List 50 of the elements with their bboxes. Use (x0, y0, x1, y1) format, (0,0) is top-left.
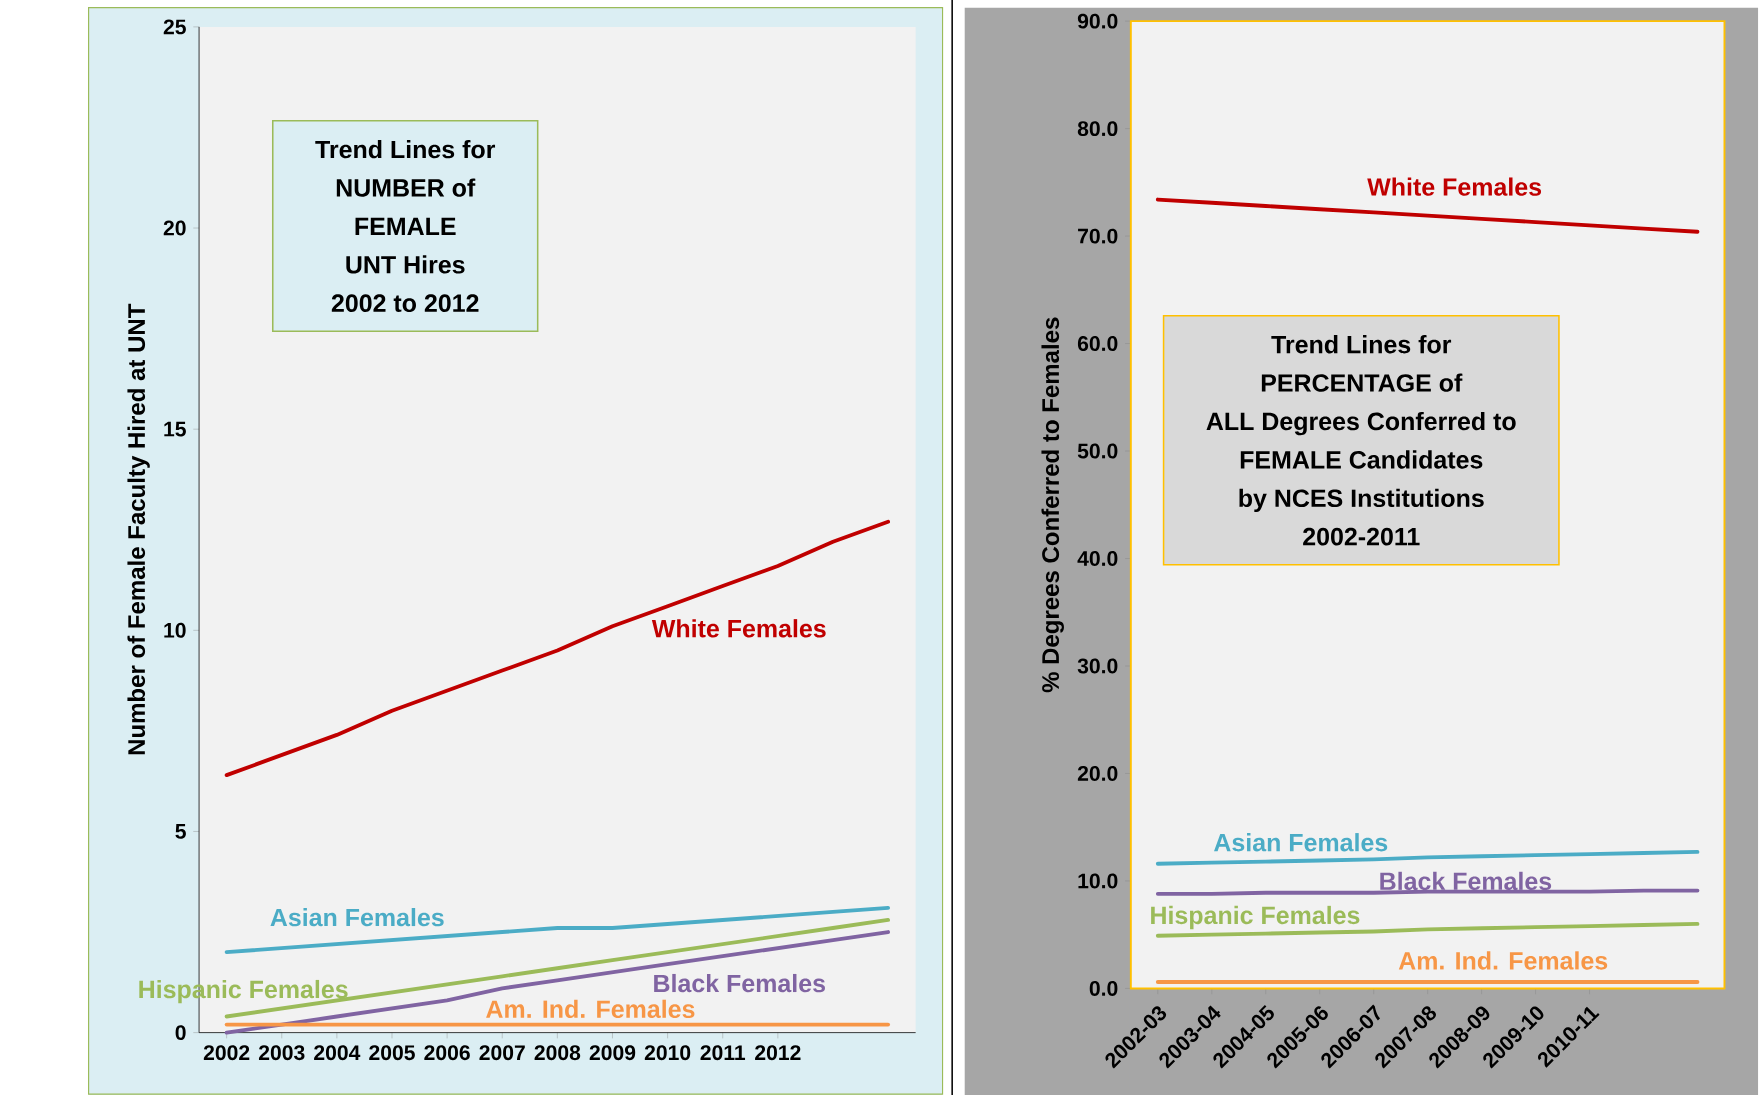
series-label: Black Females (1380, 871, 1552, 891)
y-tick-label: 50.0 (1077, 443, 1118, 459)
y-tick-label: 20.0 (1077, 766, 1118, 781)
series-label: Am. Ind. Females (1398, 951, 1608, 970)
annotation: FEMALE (355, 217, 456, 235)
annotation: PERCENTAGE of (1261, 373, 1463, 392)
y-tick-label: 25 (163, 19, 186, 35)
x-tick-label: 2009 (589, 1045, 636, 1061)
line-series (1155, 197, 1700, 234)
series-label: Hispanic Females (1151, 905, 1360, 930)
x-tick-label: 2002 (203, 1045, 250, 1061)
x-tick-label: 2010 (644, 1045, 691, 1061)
annotation: 2002 to 2012 (331, 294, 479, 313)
x-tick-label: 2012 (755, 1045, 801, 1061)
y-tick-label: 10.0 (1078, 873, 1118, 889)
y-tick-label: 60.0 (1077, 336, 1118, 352)
series-label: Black Females (654, 973, 825, 993)
series-label: White Females (651, 619, 826, 638)
y-tick-label: 90.0 (1077, 13, 1118, 29)
annotation: ALL Degrees Conferred to (1206, 411, 1516, 436)
annotation: Trend Lines for (1271, 335, 1452, 354)
x-tick-label: 2004 (314, 1045, 361, 1061)
x-tick-label: 2011 (700, 1045, 746, 1061)
y-tick-label: 80.0 (1077, 121, 1118, 137)
y-axis-title: % Degrees Conferred to Females (1041, 317, 1064, 693)
y-tick-label: 15 (164, 421, 186, 437)
y-tick-label: 0 (175, 1025, 186, 1041)
y-tick-label: 70.0 (1078, 228, 1118, 244)
y-tick-label: 30.0 (1077, 658, 1118, 674)
y-tick-label: 5 (175, 824, 186, 839)
series-label: Am. Ind. Females (486, 999, 695, 1019)
x-tick-label: 2003 (258, 1045, 305, 1061)
y-tick-label: 0.0 (1089, 980, 1118, 996)
x-tick-label: 2007 (479, 1045, 525, 1061)
annotation: 2002-2011 (1303, 527, 1420, 546)
x-tick-label: 2008 (534, 1045, 581, 1061)
series-label: Asian Females (270, 907, 444, 927)
y-tick-label: 40.0 (1077, 551, 1118, 566)
series-label: Asian Females (1214, 833, 1388, 852)
y-axis-title: Number of Female Faculty Hired at UNT (127, 303, 150, 755)
y-tick-label: 20 (163, 220, 186, 236)
y-tick-label: 10 (164, 622, 186, 638)
x-tick-label: 2005 (369, 1045, 415, 1061)
annotation: UNT Hires (346, 255, 465, 274)
annotation: by NCES Institutions (1239, 488, 1484, 513)
annotation: FEMALE Candidates (1240, 450, 1483, 469)
series-label: White Females (1367, 177, 1542, 196)
annotation: NUMBER of (336, 178, 476, 197)
x-tick-label: 2006 (424, 1045, 470, 1061)
annotation: Trend Lines for (315, 139, 496, 159)
